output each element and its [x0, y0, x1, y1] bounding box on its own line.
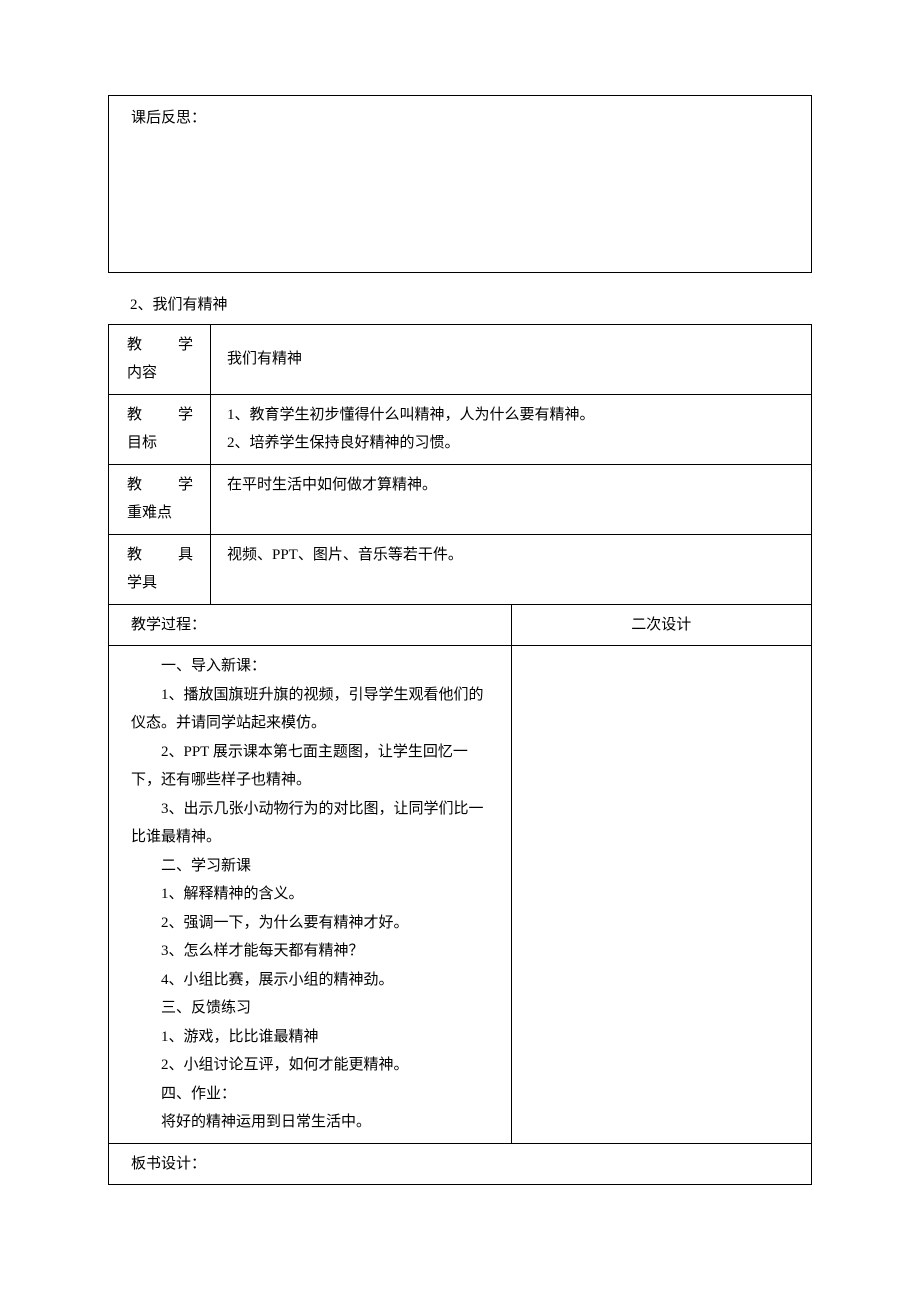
label-tools: 教具 学具 [109, 534, 211, 604]
row-process-header: 教学过程： 二次设计 [109, 604, 812, 646]
process-line: 2、小组讨论互评，如何才能更精神。 [131, 1051, 489, 1080]
lesson-plan-table: 教学 内容 我们有精神 教学 目标 1、教育学生初步懂得什么叫精神，人为什么要有… [108, 324, 812, 1186]
goal-line-1: 1、教育学生初步懂得什么叫精神，人为什么要有精神。 [227, 401, 801, 430]
process-line: 4、小组比赛，展示小组的精神劲。 [131, 966, 489, 995]
row-board-design: 板书设计： [109, 1143, 812, 1185]
reflection-box: 课后反思： [108, 95, 812, 273]
row-content: 教学 内容 我们有精神 [109, 324, 812, 394]
process-line: 将好的精神运用到日常生活中。 [131, 1108, 489, 1137]
process-line: 1、游戏，比比谁最精神 [131, 1023, 489, 1052]
process-line: 四、作业： [131, 1080, 489, 1109]
redesign-content [511, 646, 812, 1144]
process-line: 1、播放国旗班升旗的视频，引导学生观看他们的仪态。并请同学站起来模仿。 [131, 681, 489, 738]
label-difficulty: 教学 重难点 [109, 464, 211, 534]
process-line: 二、学习新课 [131, 852, 489, 881]
label-board-design: 板书设计： [109, 1143, 812, 1185]
value-difficulty: 在平时生活中如何做才算精神。 [211, 464, 812, 534]
row-tools: 教具 学具 视频、PPT、图片、音乐等若干件。 [109, 534, 812, 604]
row-process-body: 一、导入新课： 1、播放国旗班升旗的视频，引导学生观看他们的仪态。并请同学站起来… [109, 646, 812, 1144]
process-line: 2、强调一下，为什么要有精神才好。 [131, 909, 489, 938]
reflection-title: 课后反思： [131, 104, 789, 133]
process-line: 3、怎么样才能每天都有精神？ [131, 937, 489, 966]
label-content: 教学 内容 [109, 324, 211, 394]
process-line: 一、导入新课： [131, 652, 489, 681]
value-goal: 1、教育学生初步懂得什么叫精神，人为什么要有精神。 2、培养学生保持良好精神的习… [211, 394, 812, 464]
value-tools: 视频、PPT、图片、音乐等若干件。 [211, 534, 812, 604]
label-goal: 教学 目标 [109, 394, 211, 464]
row-goal: 教学 目标 1、教育学生初步懂得什么叫精神，人为什么要有精神。 2、培养学生保持… [109, 394, 812, 464]
section-title: 2、我们有精神 [108, 291, 812, 320]
goal-line-2: 2、培养学生保持良好精神的习惯。 [227, 429, 801, 458]
process-line: 3、出示几张小动物行为的对比图，让同学们比一比谁最精神。 [131, 795, 489, 852]
process-line: 2、PPT 展示课本第七面主题图，让学生回忆一下，还有哪些样子也精神。 [131, 738, 489, 795]
process-content: 一、导入新课： 1、播放国旗班升旗的视频，引导学生观看他们的仪态。并请同学站起来… [109, 646, 512, 1144]
row-difficulty: 教学 重难点 在平时生活中如何做才算精神。 [109, 464, 812, 534]
label-process: 教学过程： [109, 604, 512, 646]
value-content: 我们有精神 [211, 324, 812, 394]
process-line: 三、反馈练习 [131, 994, 489, 1023]
label-redesign: 二次设计 [511, 604, 812, 646]
process-line: 1、解释精神的含义。 [131, 880, 489, 909]
